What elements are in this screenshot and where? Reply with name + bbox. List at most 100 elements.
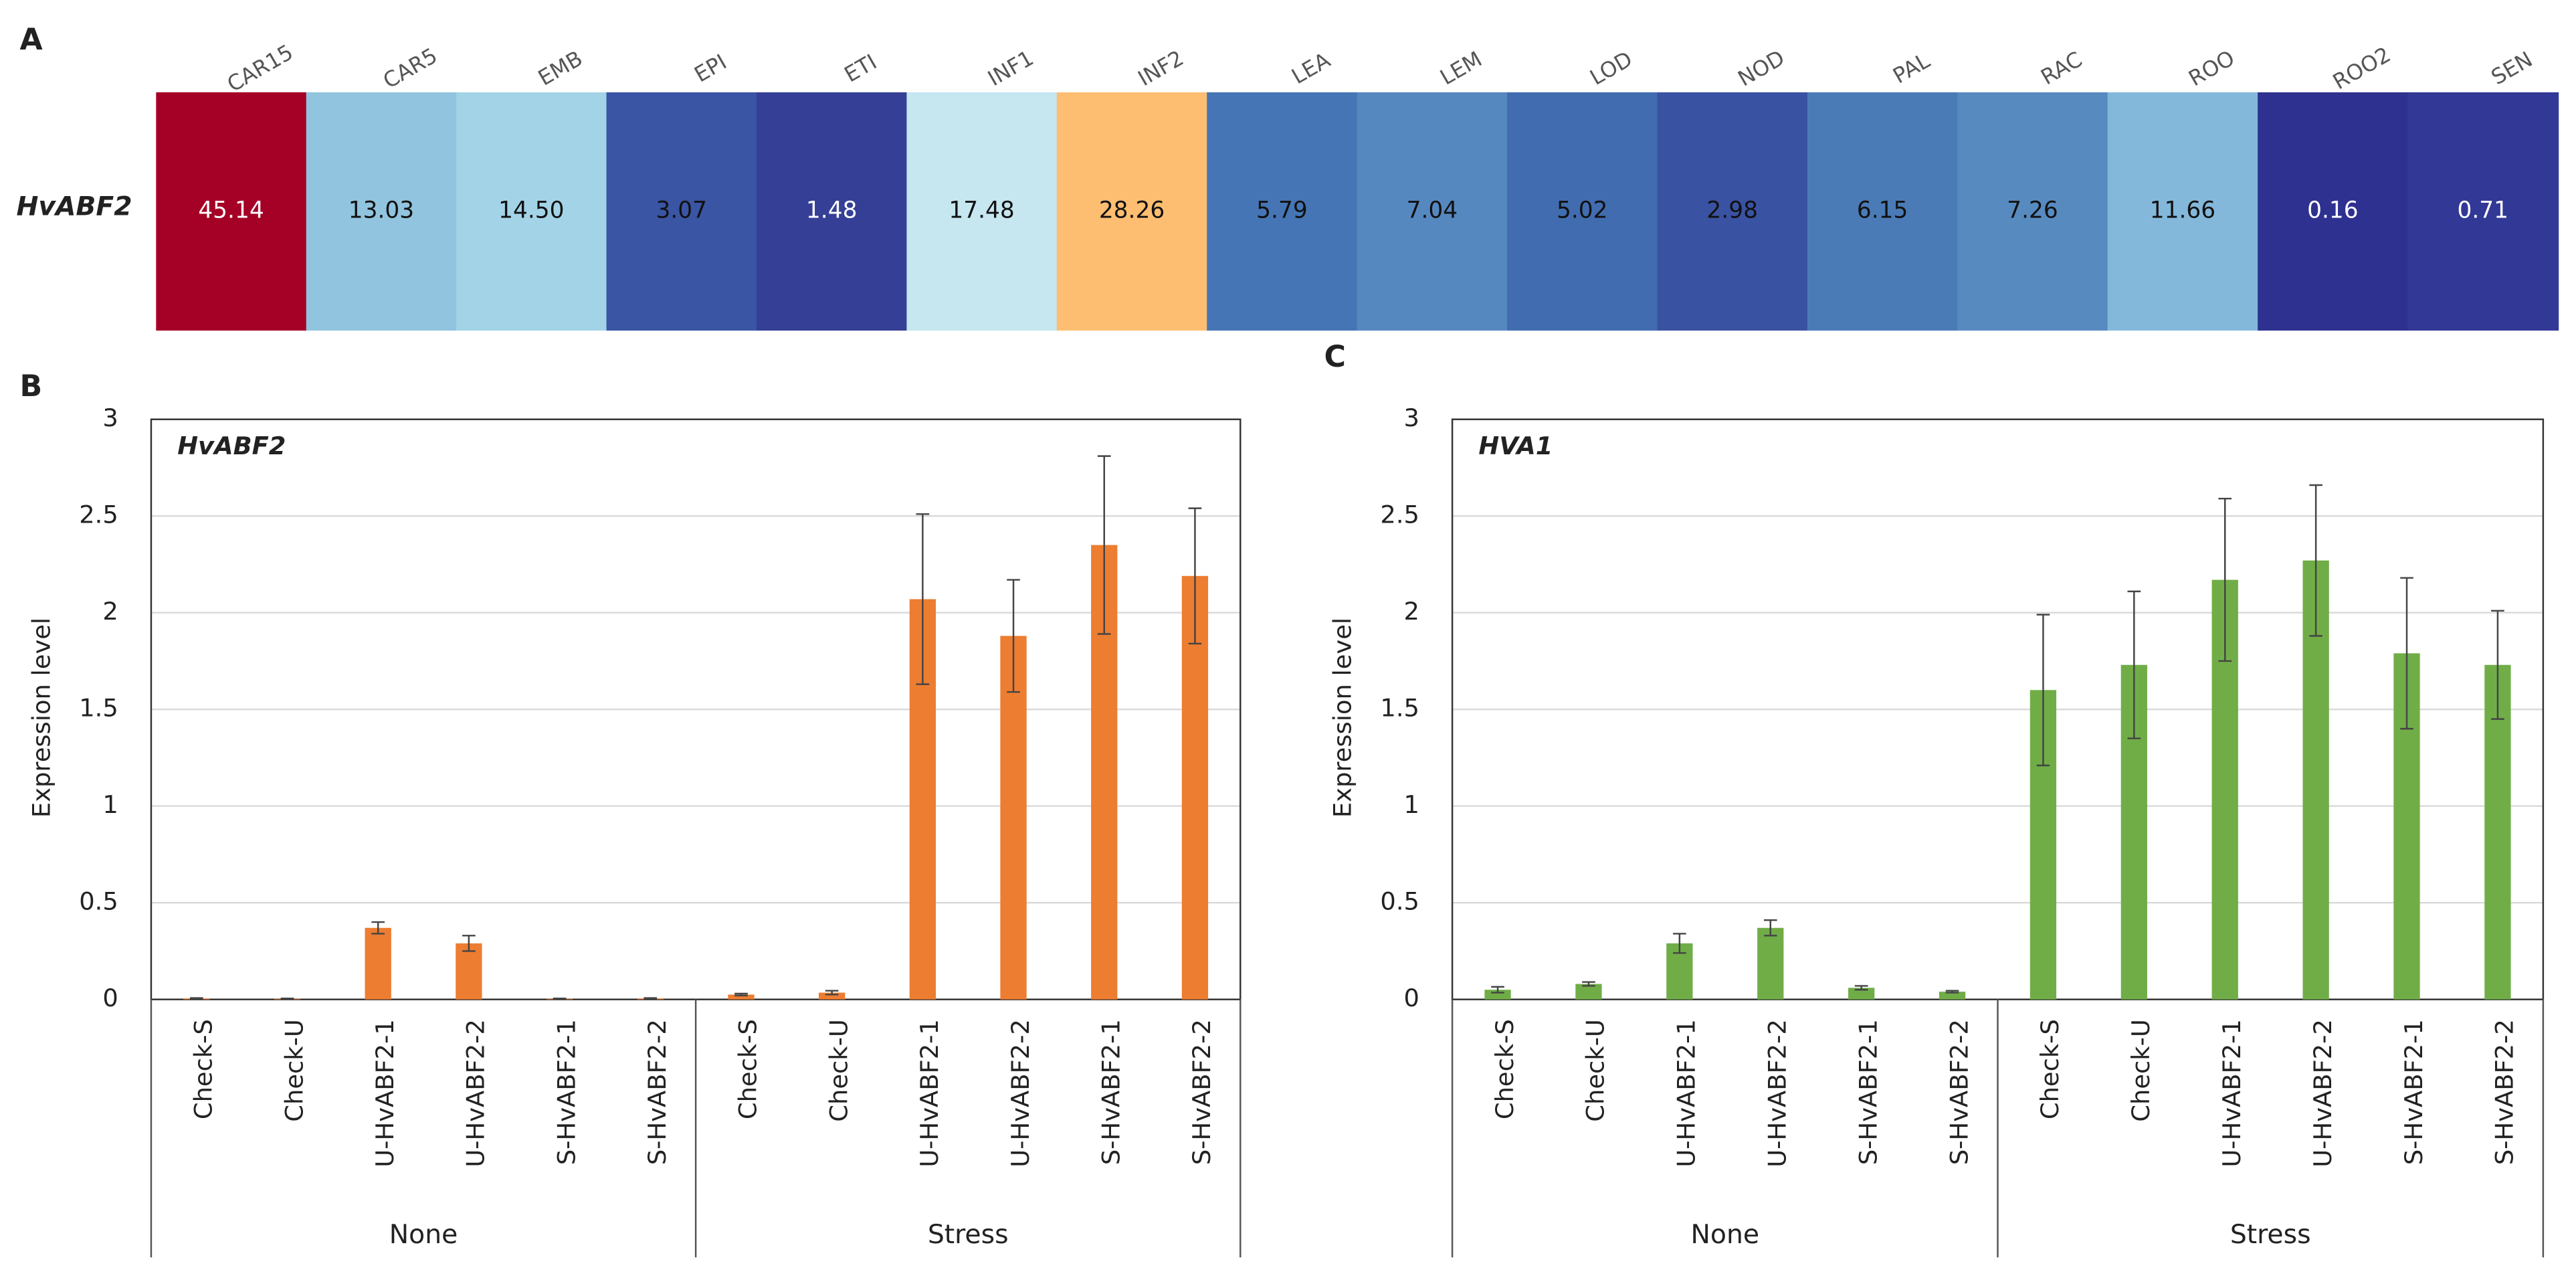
cell-label: 17.48 — [949, 197, 1014, 224]
y-tick-label: 1.5 — [79, 694, 118, 723]
x-tick-label: Check-S — [734, 1019, 763, 1119]
chart-title: HvABF2 — [177, 432, 286, 460]
column-label: CAR5 — [379, 43, 441, 94]
column-label: LEM — [1435, 46, 1486, 90]
column-label: CAR15 — [223, 39, 298, 97]
x-tick-label: Check-S — [1490, 1019, 1519, 1119]
heatmap-cell — [1507, 92, 1658, 331]
bar — [1757, 927, 1784, 1000]
cell-label: 7.26 — [2007, 197, 2058, 224]
x-tick-label: U-HvABF2-1 — [2217, 1019, 2246, 1168]
cell-label: 7.04 — [1407, 197, 1458, 224]
x-tick-label: S-HvABF2-2 — [1945, 1019, 1973, 1165]
heatmap-cell — [1657, 92, 1809, 331]
heatmap-cell — [1357, 92, 1508, 331]
x-tick-label: U-HvABF2-2 — [1006, 1019, 1035, 1168]
x-tick-label: S-HvABF2-2 — [2490, 1019, 2519, 1165]
cell-label: 28.26 — [1099, 197, 1165, 224]
heatmap-cell — [756, 92, 908, 331]
column-label: EMB — [534, 45, 587, 91]
y-tick-label: 0.5 — [1380, 887, 1419, 916]
y-tick-label: 3 — [1404, 403, 1419, 432]
y-tick-label: 0 — [1404, 984, 1419, 1012]
x-tick-label: Check-S — [2036, 1019, 2064, 1119]
heatmap-cell — [456, 92, 607, 331]
heatmap-cell — [1957, 92, 2108, 331]
column-label: INF2 — [1134, 45, 1188, 91]
y-tick-label: 2.5 — [79, 500, 118, 529]
column-label: RAC — [2036, 46, 2086, 90]
x-tick-label: S-HvABF2-1 — [2399, 1019, 2428, 1165]
chart-title: HVA1 — [1478, 432, 1553, 460]
bar — [728, 994, 755, 1000]
heatmap-cell — [906, 92, 1058, 331]
cell-label: 0.16 — [2307, 197, 2359, 224]
cell-label: 45.14 — [198, 197, 264, 224]
column-label: NOD — [1734, 45, 1789, 92]
x-tick-label: S-HvABF2-1 — [1854, 1019, 1882, 1165]
y-tick-label: 1.5 — [1380, 694, 1419, 723]
row-label: HvABF2 — [17, 192, 132, 222]
x-tick-label: Check-U — [824, 1019, 853, 1122]
column-label: SEN — [2487, 46, 2537, 90]
cell-label: 2.98 — [1706, 197, 1758, 224]
group-label: Stress — [2230, 1220, 2311, 1250]
column-label: ROO — [2184, 45, 2239, 91]
cell-label: 13.03 — [349, 197, 414, 224]
y-tick-label: 0 — [102, 984, 118, 1012]
x-tick-label: Check-U — [280, 1019, 308, 1122]
y-tick-label: 3 — [102, 403, 118, 432]
x-tick-label: U-HvABF2-1 — [1672, 1019, 1701, 1168]
heatmap-cell — [156, 92, 307, 331]
column-label: INF1 — [983, 45, 1037, 91]
bar — [1848, 988, 1875, 1000]
y-tick-label: 2 — [1404, 597, 1419, 626]
cell-label: 6.15 — [1857, 197, 1908, 224]
bar — [1181, 575, 1209, 1000]
bar — [1000, 636, 1027, 1000]
x-tick-label: S-HvABF2-1 — [552, 1019, 581, 1165]
y-tick-label: 0.5 — [79, 887, 118, 916]
x-tick-label: U-HvABF2-1 — [371, 1019, 399, 1168]
x-tick-label: U-HvABF2-2 — [2308, 1019, 2337, 1168]
cell-label: 5.79 — [1256, 197, 1308, 224]
bar — [456, 943, 482, 1000]
y-tick-label: 2 — [102, 597, 118, 626]
column-label: ROO2 — [2329, 41, 2395, 94]
y-axis-label: Expression level — [1328, 618, 1357, 818]
x-tick-label: U-HvABF2-2 — [1763, 1019, 1792, 1168]
cell-label: 11.66 — [2150, 197, 2215, 224]
panel-label: A — [19, 23, 42, 57]
bar — [1939, 992, 1966, 1000]
heatmap-cell — [2407, 92, 2559, 331]
panel-label: C — [1324, 340, 1346, 374]
heatmap-cell — [1207, 92, 1358, 331]
column-label: LEA — [1287, 47, 1334, 89]
bar — [2484, 664, 2511, 1000]
bar — [365, 927, 391, 1000]
panel-label: B — [19, 369, 42, 403]
group-label: None — [389, 1220, 458, 1250]
x-tick-label: Check-S — [189, 1019, 218, 1119]
heatmap-cell — [2258, 92, 2409, 331]
bar — [1575, 984, 1602, 1000]
cell-label: 0.71 — [2458, 197, 2509, 224]
heatmap-cell — [606, 92, 758, 331]
y-tick-label: 1 — [1404, 790, 1419, 819]
bar — [819, 992, 846, 1000]
x-tick-label: S-HvABF2-2 — [1187, 1019, 1216, 1165]
x-tick-label: U-HvABF2-2 — [462, 1019, 490, 1168]
y-tick-label: 1 — [102, 790, 118, 819]
cell-label: 5.02 — [1557, 197, 1608, 224]
column-label: ETI — [840, 49, 881, 87]
column-label: LOD — [1585, 46, 1636, 90]
column-label: PAL — [1888, 48, 1934, 88]
x-tick-label: U-HvABF2-1 — [915, 1019, 944, 1168]
y-tick-label: 2.5 — [1380, 500, 1419, 529]
heatmap-cell — [2107, 92, 2259, 331]
x-tick-label: Check-U — [1581, 1019, 1610, 1122]
cell-label: 14.50 — [498, 197, 564, 224]
x-tick-label: Check-U — [2126, 1019, 2155, 1122]
